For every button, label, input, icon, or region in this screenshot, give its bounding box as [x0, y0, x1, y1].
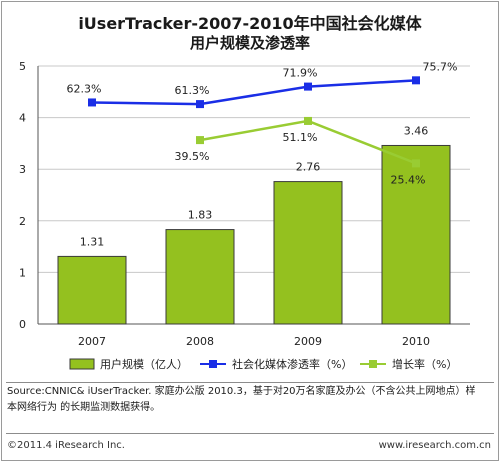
legend-label: 社会化媒体渗透率（%）: [232, 357, 352, 371]
bar-data-label: 1.83: [188, 209, 213, 222]
chart-title: iUserTracker-2007-2010年中国社会化媒体: [78, 14, 422, 33]
y-tick-label: 0: [19, 318, 26, 331]
bar-data-label: 3.46: [404, 124, 429, 137]
x-tick-label: 2010: [402, 335, 430, 348]
legend-label: 增长率（%）: [392, 357, 457, 371]
chart-subtitle: 用户规模及渗透率: [189, 34, 310, 52]
series-marker: [412, 76, 420, 85]
footer-copyright: ©2011.4 iResearch Inc.: [7, 440, 125, 451]
y-tick-label: 3: [19, 163, 26, 176]
source-divider: [6, 382, 494, 383]
source-line-2: 本网络行为 的长期监测数据获得。: [7, 402, 161, 413]
x-tick-label: 2009: [294, 335, 322, 348]
series-data-label: 39.5%: [175, 150, 210, 163]
y-tick-label: 5: [19, 60, 26, 73]
series-marker: [304, 82, 312, 91]
bar: [381, 144, 451, 325]
x-tick-label: 2007: [78, 335, 106, 348]
series-line: [91, 79, 417, 106]
footer-divider: [6, 433, 494, 434]
series-marker: [196, 136, 204, 145]
bar: [273, 181, 343, 325]
x-tick-label: 2008: [186, 335, 214, 348]
source-line-1: Source:CNNIC& iUserTracker. 家庭办公版 2010.3…: [7, 386, 476, 397]
source-note: Source:CNNIC& iUserTracker. 家庭办公版 2010.3…: [7, 384, 495, 416]
legend-marker: [369, 360, 377, 368]
series-marker: [412, 159, 420, 168]
y-tick-label: 1: [19, 266, 26, 279]
legend-swatch: [69, 358, 95, 370]
series-marker: [88, 98, 96, 107]
series-data-label: 75.7%: [423, 60, 458, 73]
footer-website[interactable]: www.iresearch.com.cn: [378, 440, 491, 451]
legend-marker: [209, 360, 217, 368]
series-data-label: 51.1%: [283, 131, 318, 144]
series-marker: [196, 100, 204, 109]
legend-label: 用户规模（亿人）: [100, 357, 188, 371]
bar-data-label: 1.31: [80, 235, 105, 248]
series-data-label: 61.3%: [175, 84, 210, 97]
series-data-label: 71.9%: [283, 67, 318, 80]
bar: [57, 255, 127, 325]
series-marker: [304, 116, 312, 125]
bar-data-label: 2.76: [296, 161, 321, 174]
y-tick-label: 4: [19, 112, 26, 125]
series-data-label: 25.4%: [391, 173, 426, 186]
bar: [165, 229, 235, 325]
y-tick-label: 2: [19, 215, 26, 228]
series-data-label: 62.3%: [67, 82, 102, 95]
